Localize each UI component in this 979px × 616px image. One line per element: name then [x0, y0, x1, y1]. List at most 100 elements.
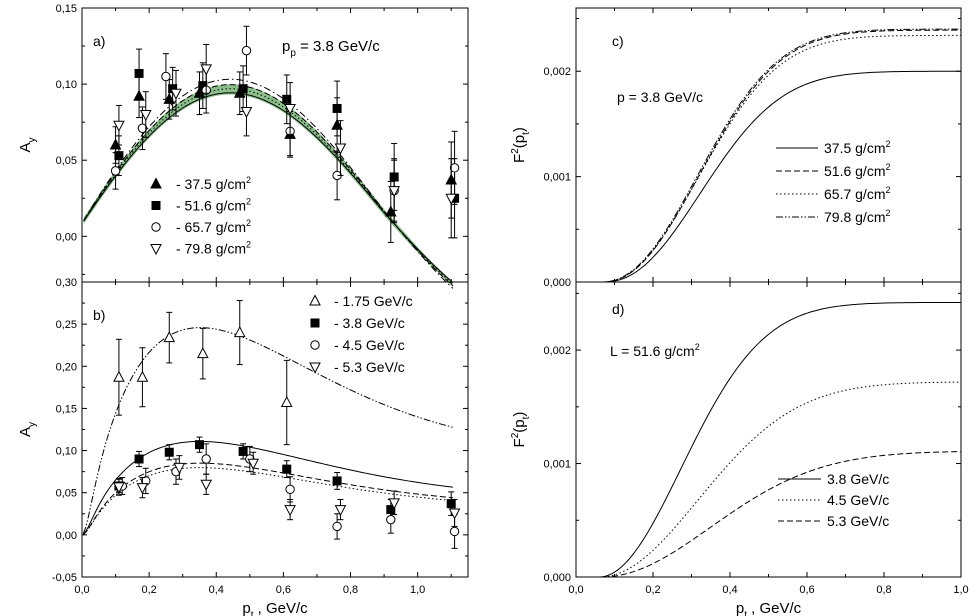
- data-point: [332, 521, 342, 532]
- y-axis-label-main: F: [511, 154, 528, 163]
- legend-label-sup: 2: [885, 139, 890, 149]
- legend-label-sup: 2: [246, 197, 251, 207]
- y-tick-label: 0,10: [56, 446, 77, 458]
- data-point: [109, 138, 122, 150]
- legend-label-sup: 2: [246, 175, 251, 185]
- y-axis-label-main: A: [17, 427, 34, 437]
- theory-curve: [82, 327, 454, 534]
- y-axis-label-tail: (p: [511, 135, 528, 148]
- y-tick-label: 0,25: [56, 319, 77, 331]
- data-point: [136, 370, 149, 382]
- annotation-sub: p: [290, 48, 296, 59]
- x-tick-label: 1,0: [410, 584, 425, 596]
- data-point: [139, 110, 152, 122]
- data-point: [388, 186, 400, 198]
- x-tick-label: 0,2: [645, 584, 660, 596]
- data-point: [386, 514, 396, 525]
- legend-marker: [151, 201, 161, 210]
- y-axis-label: Ay: [17, 137, 38, 152]
- plot-frame: [575, 7, 962, 283]
- legend-label: - 51.6 g/cm2: [176, 197, 251, 214]
- y-axis-label-sup: 2: [510, 432, 521, 438]
- data-point: [282, 94, 292, 104]
- legend: 3.8 GeV/c 4.5 GeV/c 5.3 GeV/c: [778, 471, 889, 529]
- y-tick-label: 0,05: [56, 155, 77, 167]
- x-axis-label-main: p: [736, 600, 744, 616]
- legend-label: - 37.5 g/cm2: [176, 175, 251, 192]
- data-point: [241, 45, 252, 56]
- y-axis-label-sub: t: [521, 416, 532, 419]
- y-axis-label-close: ): [511, 127, 528, 132]
- data-point: [284, 505, 296, 517]
- data-point: [164, 447, 174, 457]
- legend-label-main: 79.8 g/cm: [824, 209, 885, 225]
- data-point: [136, 483, 149, 495]
- y-axis-label: F2(pt): [510, 412, 532, 448]
- data-point: [449, 163, 460, 173]
- y-tick-label: 0,10: [56, 79, 77, 91]
- y-tick-label: 0,002: [543, 66, 571, 78]
- series-square-filled: [114, 436, 456, 521]
- legend-marker: [151, 222, 161, 232]
- y-axis-label: Ay: [17, 422, 38, 437]
- theory-curve: [82, 440, 453, 535]
- y-axis-label: F2(pt): [510, 127, 532, 163]
- data-point: [137, 123, 148, 133]
- y-tick-label: 0,002: [543, 345, 571, 357]
- x-axis-label-sub: t: [251, 610, 254, 616]
- x-tick-label: 0,0: [568, 584, 583, 596]
- data-point: [334, 143, 347, 155]
- legend-label: - 4.5 GeV/c: [334, 337, 405, 353]
- data-point: [163, 331, 176, 343]
- x-tick-label: 1,0: [953, 584, 968, 596]
- x-axis-label-tail: , GeV/c: [747, 600, 802, 616]
- data-point: [240, 107, 253, 119]
- data-point: [200, 479, 213, 491]
- x-tick-label: 0,8: [343, 584, 358, 596]
- legend-label: - 3.8 GeV/c: [334, 315, 405, 331]
- x-axis-label-tail: , GeV/c: [253, 600, 308, 616]
- legend-label-main: - 51.6 g/cm: [176, 198, 246, 214]
- annotation: L = 51.6 g/cm2: [610, 342, 700, 359]
- y-axis-label-main: A: [17, 142, 34, 152]
- data-point: [113, 120, 125, 132]
- legend-label-main: 51.6 g/cm: [824, 163, 885, 179]
- data-point: [114, 151, 124, 161]
- x-tick-label: 0,6: [799, 584, 814, 596]
- series-triangle-up-open: [113, 300, 293, 446]
- y-tick-label: 0,15: [56, 3, 77, 15]
- x-axis-label: pt , GeV/c: [242, 600, 308, 616]
- annotation-sup: 2: [695, 342, 700, 352]
- legend-label-main: - 79.8 g/cm: [176, 241, 246, 257]
- x-axis-label-sub: t: [744, 610, 747, 616]
- data-point: [448, 508, 461, 520]
- x-axis-label-main: p: [242, 600, 250, 616]
- y-tick-label: 0,00: [56, 530, 77, 542]
- y-tick-label: -0,05: [52, 572, 77, 584]
- legend-marker: [309, 294, 321, 306]
- data-point: [445, 193, 458, 205]
- x-tick-label: 0,8: [876, 584, 891, 596]
- legend: - 37.5 g/cm2- 51.6 g/cm2- 65.7 g/cm2- 79…: [150, 175, 251, 257]
- legend-marker: [310, 340, 320, 350]
- data-point: [449, 526, 460, 537]
- x-tick-label: 0,6: [276, 584, 291, 596]
- data-point: [332, 476, 342, 486]
- series-triangle-down-open: [113, 44, 458, 239]
- data-point: [233, 325, 246, 338]
- legend-label: 4.5 GeV/c: [827, 492, 889, 508]
- data-point: [285, 484, 295, 495]
- data-point: [113, 370, 125, 382]
- y-tick-label: 0,00: [56, 231, 77, 243]
- x-tick-label: 0,4: [722, 584, 737, 596]
- y-axis-label-sub: y: [27, 422, 38, 427]
- y-tick-label: 0,000: [543, 277, 571, 289]
- panel-b: -0,05 0,00 0,05 0,10 0,15 0,20 0,25 0,30 0,0 0,2 0…: [17, 277, 469, 616]
- panel-label: c): [612, 33, 624, 49]
- legend-label: - 79.8 g/cm2: [176, 240, 251, 257]
- annotation: p = 3.8 GeV/c: [617, 89, 703, 105]
- data-point: [197, 347, 209, 359]
